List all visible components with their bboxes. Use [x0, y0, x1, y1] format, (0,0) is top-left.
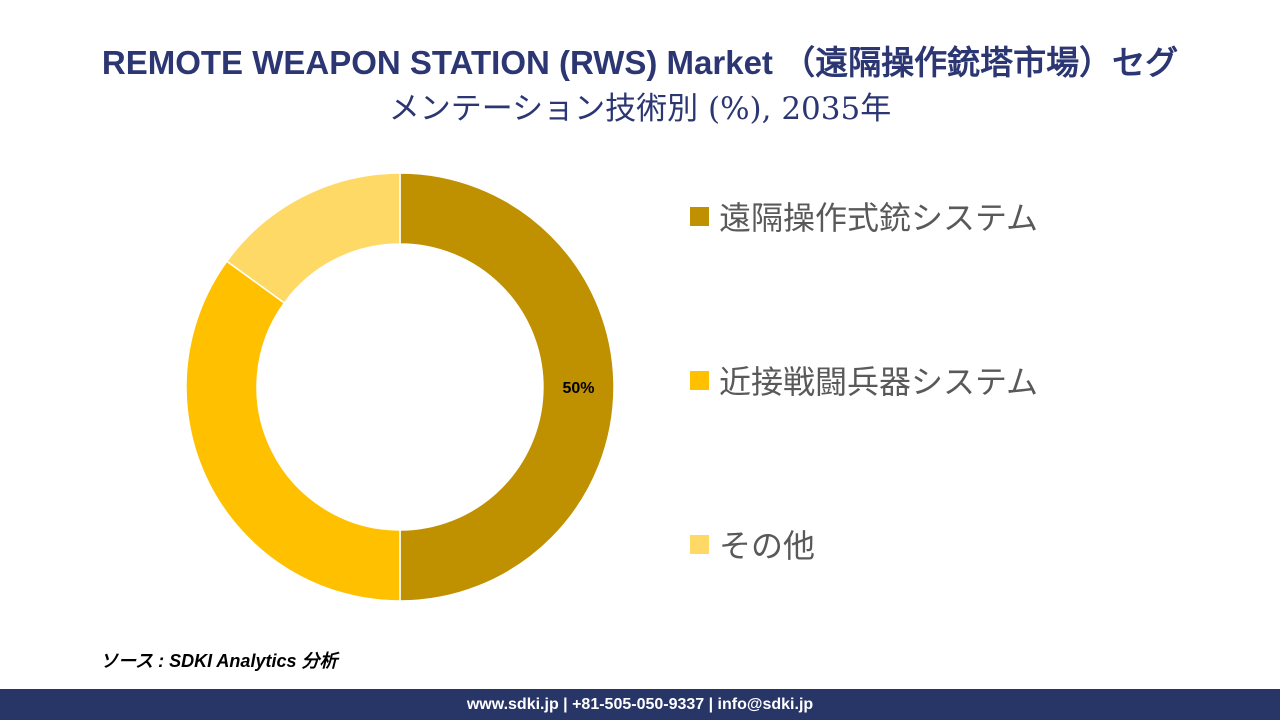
source-note: ソース : SDKI Analytics 分析 — [100, 651, 338, 671]
donut-slice-3 — [225, 172, 401, 304]
legend-swatch — [690, 206, 709, 226]
title-line-1: REMOTE WEAPON STATION (RWS) Market （遠隔操作… — [101, 44, 1179, 81]
legend: 遠隔操作式銃システム 近接戦闘兵器システム その他 — [690, 190, 1038, 570]
legend-item-1: 遠隔操作式銃システム — [690, 190, 1038, 242]
chart-title: REMOTE WEAPON STATION (RWS) Market （遠隔操作… — [0, 40, 1280, 132]
donut-slice-2 — [185, 260, 401, 602]
donut-slice-1 — [399, 172, 615, 602]
legend-swatch — [690, 534, 709, 554]
title-line-2: メンテーション技術別 (%), 2035年 — [388, 91, 892, 127]
legend-label: 近接戦闘兵器システム — [719, 363, 1039, 401]
legend-label: 遠隔操作式銃システム — [719, 199, 1039, 237]
data-label-1: 50% — [562, 380, 594, 397]
legend-item-3: その他 — [690, 518, 1038, 570]
legend-item-2: 近接戦闘兵器システム — [690, 354, 1038, 406]
legend-swatch — [690, 370, 709, 390]
legend-label: その他 — [719, 527, 816, 565]
footer-contact: www.sdki.jp | +81-505-050-9337 | info@sd… — [0, 689, 1280, 720]
